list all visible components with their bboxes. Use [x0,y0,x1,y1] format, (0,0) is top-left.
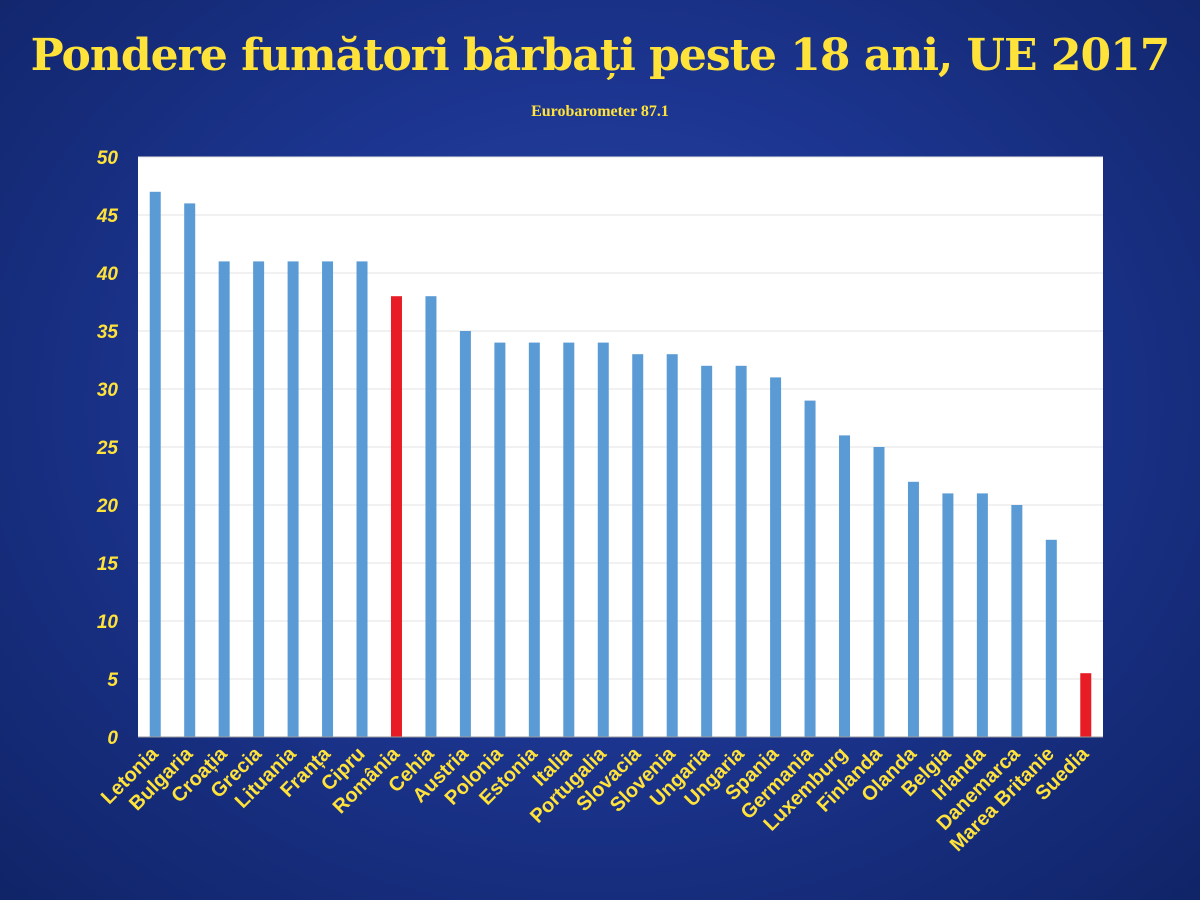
bar [666,354,678,737]
bar [839,435,851,737]
chart-title: Pondere fumători bărbați peste 18 ani, U… [30,30,1171,81]
bar [459,331,471,737]
bar [149,191,161,738]
bar [1011,505,1023,737]
bar [976,493,988,737]
bar [942,493,954,737]
bar [356,261,368,737]
y-tick-label: 5 [107,670,118,691]
y-tick-label: 50 [97,148,119,169]
bar [425,296,437,737]
bar [390,296,402,737]
y-tick-label: 30 [97,380,119,401]
bar [1045,539,1057,737]
y-tick-label: 45 [96,206,119,227]
y-axis-ticks: 0 5 10 15 20 25 30 35 40 45 50 [96,148,119,749]
bar [287,261,299,737]
bar [253,261,265,737]
x-axis-ticks: LetoniaBulgariaCroațiaGreciaLituaniaFran… [97,742,1094,856]
y-tick-label: 10 [97,612,119,633]
y-tick-label: 15 [97,554,119,575]
y-tick-label: 20 [96,496,119,517]
gridlines [138,156,1103,680]
bar [528,342,540,737]
bar [563,342,575,737]
bar [632,354,644,737]
y-tick-label: 40 [96,264,119,285]
bar [184,203,196,737]
bar [597,342,609,737]
bar [770,377,782,737]
bars [149,191,1092,738]
bar [873,447,885,737]
bar [218,261,230,737]
chart-subtitle: Eurobarometer 87.1 [531,103,669,120]
bar [804,400,816,737]
bar [1080,673,1092,737]
bar [701,365,713,737]
bar [322,261,334,737]
y-tick-label: 0 [107,728,118,749]
bar [907,481,919,737]
y-tick-label: 25 [96,438,119,459]
bar [735,365,747,737]
bar [494,342,506,737]
y-tick-label: 35 [97,322,119,343]
